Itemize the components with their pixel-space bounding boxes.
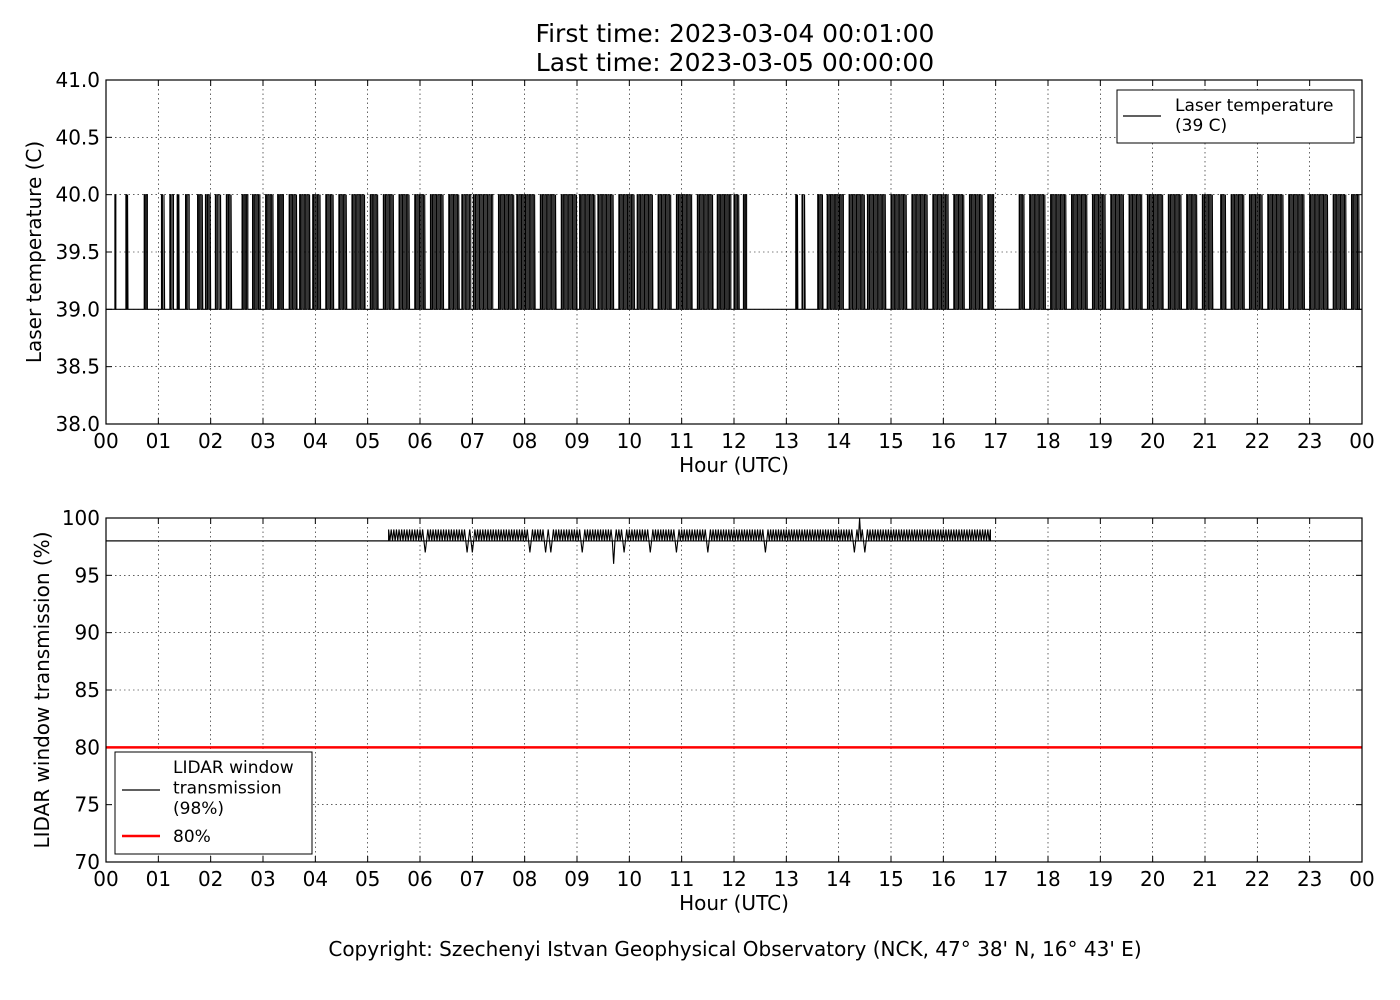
x-tick-label: 05: [355, 867, 380, 891]
x-tick-label: 13: [774, 429, 799, 453]
x-tick-label: 09: [564, 867, 589, 891]
x-tick-label: 12: [721, 429, 746, 453]
x-tick-label: 01: [146, 867, 171, 891]
y-tick-label: 39.0: [55, 297, 100, 321]
chart-title-line1: First time: 2023-03-04 00:01:00: [535, 19, 935, 48]
x-tick-label: 10: [617, 867, 642, 891]
y-axis-label: LIDAR window transmission (%): [30, 532, 54, 849]
plot-frame: [105, 517, 1363, 863]
x-tick-label: 11: [669, 867, 694, 891]
x-tick-label: 04: [303, 867, 328, 891]
x-tick-label: 18: [1035, 429, 1060, 453]
y-tick-label: 38.0: [55, 412, 100, 436]
x-tick-label: 22: [1245, 429, 1270, 453]
x-tick-label: 00: [1349, 429, 1374, 453]
y-tick-label: 95: [75, 563, 100, 587]
x-tick-label: 20: [1140, 867, 1165, 891]
x-tick-label: 08: [512, 429, 537, 453]
x-tick-label: 00: [93, 429, 118, 453]
y-tick-label: 38.5: [55, 355, 100, 379]
x-tick-label: 21: [1192, 429, 1217, 453]
y-tick-label: 39.5: [55, 240, 100, 264]
x-tick-label: 21: [1192, 867, 1217, 891]
x-axis-label: Hour (UTC): [679, 453, 789, 477]
y-tick-label: 40.0: [55, 183, 100, 207]
x-tick-label: 20: [1140, 429, 1165, 453]
x-tick-label: 11: [669, 429, 694, 453]
x-tick-label: 15: [878, 429, 903, 453]
legend-label: LIDAR window: [173, 758, 294, 778]
x-tick-label: 17: [983, 429, 1008, 453]
x-tick-label: 06: [407, 429, 432, 453]
x-tick-label: 07: [460, 867, 485, 891]
y-tick-label: 85: [75, 678, 100, 702]
x-tick-label: 12: [721, 867, 746, 891]
y-tick-label: 40.5: [55, 125, 100, 149]
series-laser-temperature-line: [106, 194, 1362, 310]
x-tick-label: 13: [774, 867, 799, 891]
y-tick-label: 70: [75, 850, 100, 874]
x-tick-label: 09: [564, 429, 589, 453]
x-tick-label: 00: [1349, 867, 1374, 891]
x-tick-label: 07: [460, 429, 485, 453]
copyright-footer: Copyright: Szechenyi Istvan Geophysical …: [328, 937, 1142, 961]
x-tick-label: 14: [826, 867, 851, 891]
x-tick-label: 04: [303, 429, 328, 453]
x-tick-label: 05: [355, 429, 380, 453]
legend-label: (98%): [173, 799, 224, 819]
x-tick-label: 16: [931, 429, 956, 453]
x-tick-label: 03: [250, 867, 275, 891]
y-tick-label: 75: [75, 793, 100, 817]
x-tick-label: 17: [983, 867, 1008, 891]
x-tick-label: 14: [826, 429, 851, 453]
x-tick-label: 18: [1035, 867, 1060, 891]
x-tick-label: 23: [1297, 429, 1322, 453]
x-tick-label: 22: [1245, 867, 1270, 891]
x-tick-label: 03: [250, 429, 275, 453]
legend-label: transmission: [173, 779, 282, 799]
legend-label: Laser temperature: [1175, 96, 1333, 116]
x-tick-label: 23: [1297, 867, 1322, 891]
x-tick-label: 10: [617, 429, 642, 453]
legend-label: (39 C): [1175, 116, 1227, 136]
x-tick-label: 06: [407, 867, 432, 891]
plot-frame: [105, 79, 1363, 425]
legend-label: 80%: [173, 827, 211, 847]
x-tick-label: 16: [931, 867, 956, 891]
x-tick-label: 02: [198, 429, 223, 453]
y-tick-label: 100: [62, 506, 100, 530]
x-axis-label: Hour (UTC): [679, 891, 789, 915]
x-tick-label: 01: [146, 429, 171, 453]
y-axis-label: Laser temperature (C): [22, 141, 46, 363]
y-tick-label: 90: [75, 621, 100, 645]
y-tick-label: 80: [75, 735, 100, 759]
y-tick-label: 41.0: [55, 68, 100, 92]
x-tick-label: 19: [1088, 867, 1113, 891]
series-lidar-transmission-line: [106, 517, 1362, 564]
x-tick-label: 08: [512, 867, 537, 891]
x-tick-label: 15: [878, 867, 903, 891]
chart-title-line2: Last time: 2023-03-05 00:00:00: [535, 48, 935, 77]
x-tick-label: 02: [198, 867, 223, 891]
x-tick-label: 19: [1088, 429, 1113, 453]
x-tick-label: 00: [93, 867, 118, 891]
